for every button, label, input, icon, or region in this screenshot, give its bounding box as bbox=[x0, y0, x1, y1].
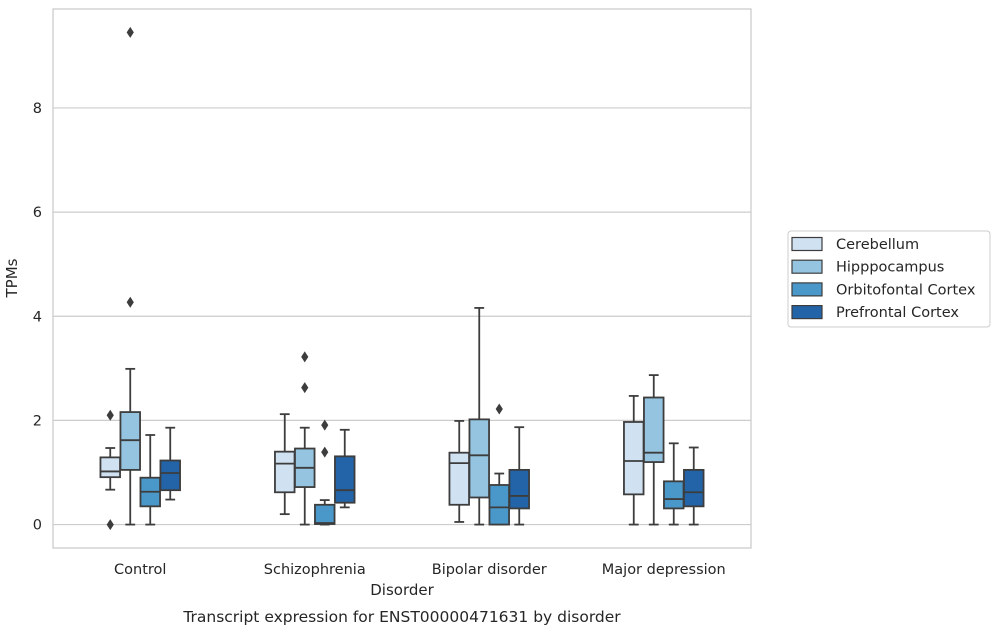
box bbox=[139, 434, 161, 526]
box-body bbox=[159, 459, 181, 492]
outlier-point bbox=[126, 26, 134, 38]
box bbox=[294, 351, 316, 526]
legend-label: Orbitofontal Cortex bbox=[836, 282, 976, 298]
y-tick-label: 4 bbox=[33, 309, 42, 325]
legend-item: Cerebellum bbox=[791, 236, 919, 253]
y-axis-label: TPMs bbox=[3, 258, 21, 298]
legend-item: Hipppocampus bbox=[791, 259, 944, 276]
x-tick-label: Control bbox=[114, 562, 166, 578]
outlier-point bbox=[495, 403, 503, 415]
box-body bbox=[643, 396, 665, 463]
box-body bbox=[468, 418, 490, 499]
box-body bbox=[314, 503, 336, 525]
plot-frame bbox=[52, 8, 752, 549]
box-body bbox=[508, 468, 530, 510]
outlier-point bbox=[321, 419, 329, 431]
box bbox=[448, 420, 470, 523]
y-tick-label: 6 bbox=[33, 205, 42, 221]
box bbox=[274, 413, 296, 516]
box bbox=[468, 307, 490, 526]
plot-boxes bbox=[99, 26, 705, 531]
box bbox=[99, 409, 121, 531]
y-tick-label: 2 bbox=[33, 413, 42, 429]
outlier-point bbox=[126, 296, 134, 308]
box-body bbox=[99, 456, 121, 479]
outlier-point bbox=[301, 382, 309, 394]
x-tick-label: Bipolar disorder bbox=[432, 562, 547, 578]
box bbox=[508, 426, 530, 526]
box bbox=[683, 446, 705, 526]
box-body bbox=[334, 455, 356, 504]
outlier-point bbox=[106, 409, 114, 421]
x-axis-label: Disorder bbox=[370, 581, 434, 599]
legend-swatch bbox=[791, 305, 823, 320]
box-body bbox=[448, 451, 470, 506]
box-body bbox=[663, 480, 685, 510]
outlier-point bbox=[321, 446, 329, 458]
box bbox=[119, 26, 141, 526]
box-body bbox=[274, 450, 296, 494]
legend-swatch bbox=[791, 259, 823, 274]
y-tick-labels: 0 2 4 6 8 bbox=[33, 101, 42, 534]
legend-item: Prefrontal Cortex bbox=[791, 305, 959, 321]
box bbox=[643, 374, 665, 526]
legend-swatch bbox=[791, 282, 823, 297]
y-tick-label: 0 bbox=[33, 518, 42, 534]
box bbox=[159, 426, 181, 501]
x-tick-label: Major depression bbox=[602, 562, 726, 578]
x-tick-labels: Control Schizophrenia Bipolar disorder Majo… bbox=[114, 562, 726, 578]
box bbox=[314, 419, 336, 526]
y-tick-label: 8 bbox=[33, 101, 42, 117]
legend-label: Prefrontal Cortex bbox=[836, 305, 959, 321]
box-body bbox=[488, 484, 510, 526]
legend-frame bbox=[787, 230, 991, 328]
outlier-point bbox=[106, 519, 114, 531]
outlier-point bbox=[301, 351, 309, 363]
x-tick-label: Schizophrenia bbox=[264, 562, 366, 578]
legend-label: Hipppocampus bbox=[836, 260, 944, 276]
legend-swatch bbox=[791, 236, 823, 252]
chart-title: Transcript expression for ENST0000047163… bbox=[182, 608, 621, 626]
legend: Cerebellum Hipppocampus Orbitofontal Corte… bbox=[787, 230, 991, 328]
legend-label: Cerebellum bbox=[836, 237, 919, 253]
legend-item: Orbitofontal Cortex bbox=[791, 282, 976, 298]
box bbox=[334, 428, 356, 509]
box bbox=[663, 442, 685, 526]
box-body bbox=[683, 468, 705, 508]
box-body bbox=[623, 421, 645, 496]
